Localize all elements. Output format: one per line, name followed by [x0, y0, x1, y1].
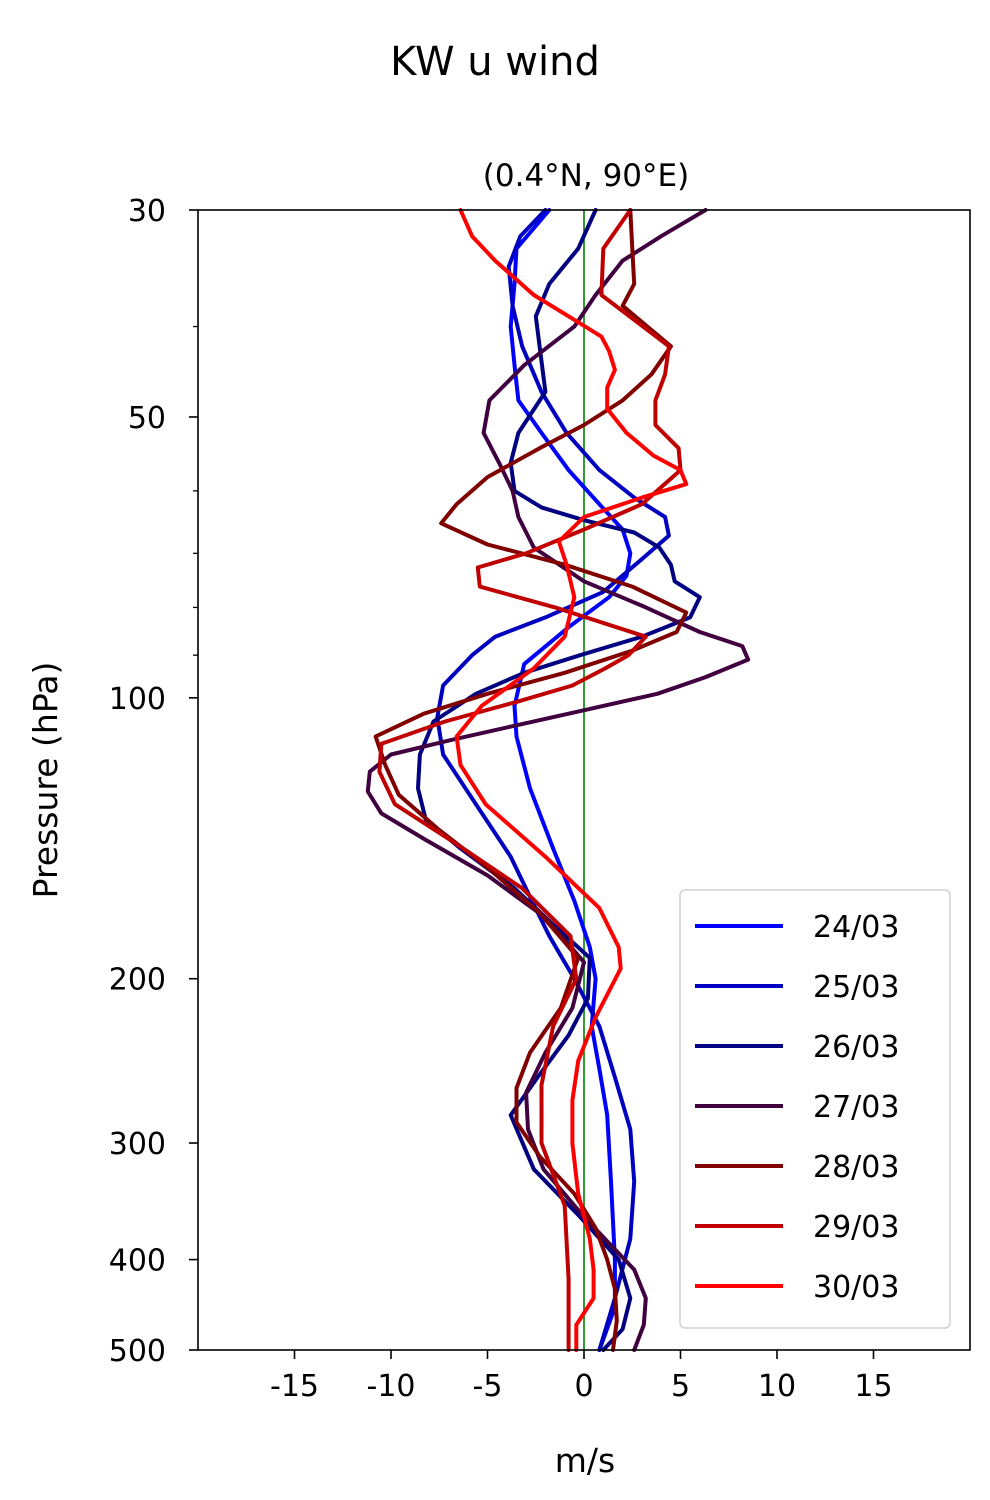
x-tick-label: -15 [270, 1369, 319, 1404]
series-line [373, 208, 689, 1352]
x-tick-label: 15 [854, 1369, 892, 1404]
legend-label: 29/03 [813, 1210, 899, 1245]
series-lines [365, 208, 751, 1352]
legend-label: 28/03 [813, 1150, 899, 1185]
y-tick-label: 50 [128, 401, 166, 436]
legend-label: 27/03 [813, 1090, 899, 1125]
legend-label: 30/03 [813, 1270, 899, 1305]
y-tick-label: 400 [109, 1244, 166, 1279]
y-tick-label: 300 [109, 1127, 166, 1162]
plot-frame [197, 209, 971, 1351]
legend-label: 24/03 [813, 910, 899, 945]
legend-box [679, 889, 951, 1329]
legend-label: 25/03 [813, 970, 899, 1005]
series-line [377, 208, 683, 1352]
y-tick-label: 100 [109, 682, 166, 717]
x-tick-label: -10 [367, 1369, 416, 1404]
series-line [508, 208, 633, 1352]
x-axis-ticks: -15 -10 -5 0 5 10 15 [270, 1350, 893, 1404]
y-tick-label: 200 [109, 963, 166, 998]
x-tick-label: -5 [473, 1369, 503, 1404]
y-axis-ticks: 30 50 100 200 300 400 500 [109, 194, 198, 1369]
legend: 24/03 25/03 26/03 27/03 28/03 29/03 30/03 [679, 889, 951, 1329]
x-tick-label: 10 [758, 1369, 796, 1404]
series-line [416, 208, 702, 1352]
chart-subtitle: (0.4°N, 90°E) [483, 158, 689, 194]
x-axis-label: m/s [555, 1441, 615, 1480]
series-line [454, 208, 689, 1352]
y-axis-label: Pressure (hPa) [26, 662, 65, 899]
x-tick-label: 5 [671, 1369, 690, 1404]
series-line [365, 208, 751, 1352]
y-tick-label: 500 [109, 1334, 166, 1369]
y-tick-label: 30 [128, 194, 166, 229]
x-tick-label: 0 [574, 1369, 593, 1404]
legend-label: 26/03 [813, 1030, 899, 1065]
series-line [435, 208, 671, 1352]
chart-title: KW u wind [390, 39, 600, 85]
